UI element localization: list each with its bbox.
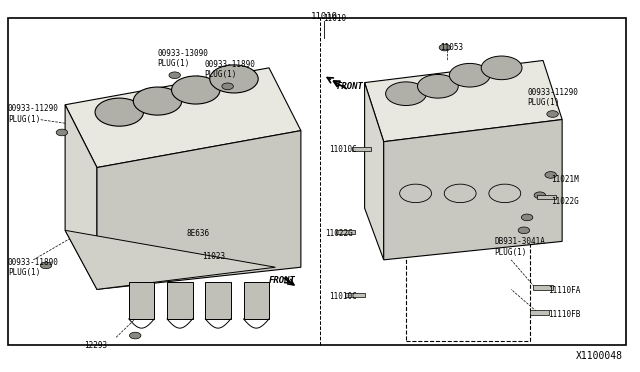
Text: 11010: 11010	[311, 12, 338, 21]
Bar	[346, 293, 365, 297]
Text: 11010: 11010	[323, 13, 346, 22]
Polygon shape	[365, 83, 384, 260]
Text: 00933-13090
PLUG(1): 00933-13090 PLUG(1)	[157, 49, 209, 68]
Circle shape	[133, 87, 182, 115]
Circle shape	[386, 82, 426, 106]
Polygon shape	[205, 282, 231, 319]
Polygon shape	[65, 68, 301, 167]
Text: 11053: 11053	[440, 43, 463, 52]
Circle shape	[547, 111, 558, 117]
Text: 11021M: 11021M	[550, 175, 579, 184]
Bar	[8, 18, 626, 345]
Circle shape	[40, 262, 52, 269]
Polygon shape	[97, 131, 301, 289]
Circle shape	[222, 83, 234, 90]
Circle shape	[56, 129, 68, 136]
Bar	[534, 285, 552, 290]
Circle shape	[210, 65, 258, 93]
Bar	[336, 230, 355, 234]
Polygon shape	[167, 282, 193, 319]
Text: FRONT: FRONT	[337, 82, 364, 91]
Circle shape	[172, 76, 220, 104]
Circle shape	[534, 192, 545, 199]
Circle shape	[95, 98, 143, 126]
Polygon shape	[365, 61, 562, 142]
Circle shape	[522, 214, 533, 221]
Text: 12293: 12293	[84, 341, 108, 350]
Text: 00933-11890
PLUG(1): 00933-11890 PLUG(1)	[8, 257, 59, 277]
Text: 11010C: 11010C	[330, 292, 357, 301]
Text: X1100048: X1100048	[576, 351, 623, 361]
Bar	[537, 195, 556, 199]
Circle shape	[481, 56, 522, 80]
Text: 11110FA: 11110FA	[548, 286, 580, 295]
Polygon shape	[384, 119, 562, 260]
Polygon shape	[129, 282, 154, 319]
Text: 11023: 11023	[202, 251, 225, 261]
Text: 11022G: 11022G	[550, 197, 579, 206]
Text: 8E636: 8E636	[186, 230, 209, 238]
Text: 00933-11290
PLUG(1): 00933-11290 PLUG(1)	[8, 104, 59, 124]
Circle shape	[545, 171, 556, 178]
Text: 11022G: 11022G	[325, 229, 353, 238]
Text: FRONT: FRONT	[269, 276, 296, 285]
Circle shape	[449, 63, 490, 87]
Polygon shape	[65, 230, 275, 289]
Text: 00933-11290
PLUG(1): 00933-11290 PLUG(1)	[528, 88, 579, 107]
Text: 11010C: 11010C	[330, 145, 357, 154]
Circle shape	[169, 72, 180, 78]
Circle shape	[129, 332, 141, 339]
Circle shape	[518, 227, 530, 234]
Polygon shape	[65, 105, 97, 289]
Polygon shape	[244, 282, 269, 319]
Text: 00933-11890
PLUG(1): 00933-11890 PLUG(1)	[204, 60, 255, 79]
Text: 11110FB: 11110FB	[548, 310, 580, 319]
Circle shape	[439, 44, 451, 51]
Text: DB931-3041A
PLUG(1): DB931-3041A PLUG(1)	[495, 237, 545, 257]
Circle shape	[417, 74, 458, 98]
Bar	[531, 310, 549, 315]
Bar	[352, 147, 371, 151]
